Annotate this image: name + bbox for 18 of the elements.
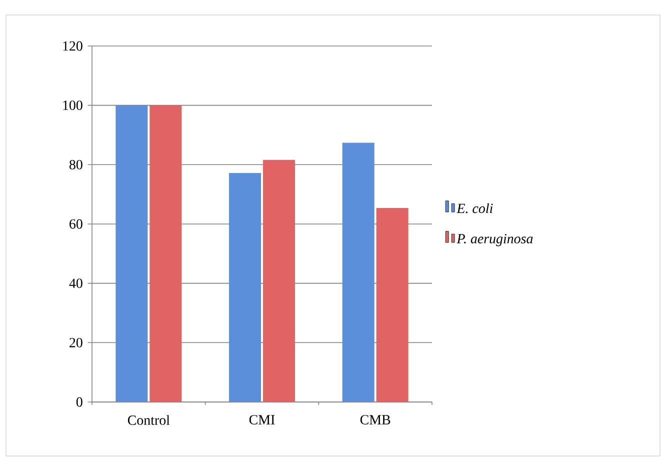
bar xyxy=(263,160,296,402)
x-tick-label: Control xyxy=(128,415,170,425)
x-tick-label: CMI xyxy=(249,415,275,424)
legend-label: P. aeruginosa xyxy=(456,234,533,246)
bar xyxy=(342,142,374,402)
y-tick-label: 0 xyxy=(76,397,82,407)
y-tick-label: 40 xyxy=(69,278,82,288)
y-tick-label: 80 xyxy=(69,160,82,170)
y-tick-label: 120 xyxy=(63,41,82,51)
y-tick-label: 20 xyxy=(70,338,82,348)
y-tick-label: 60 xyxy=(70,219,82,229)
y-tick-label: 100 xyxy=(63,100,82,110)
x-tick-label: CMB xyxy=(360,415,390,424)
bar xyxy=(116,105,148,402)
legend-label: E. coli xyxy=(456,203,493,214)
bar xyxy=(229,172,262,402)
bar xyxy=(150,105,182,402)
bar xyxy=(376,208,408,402)
